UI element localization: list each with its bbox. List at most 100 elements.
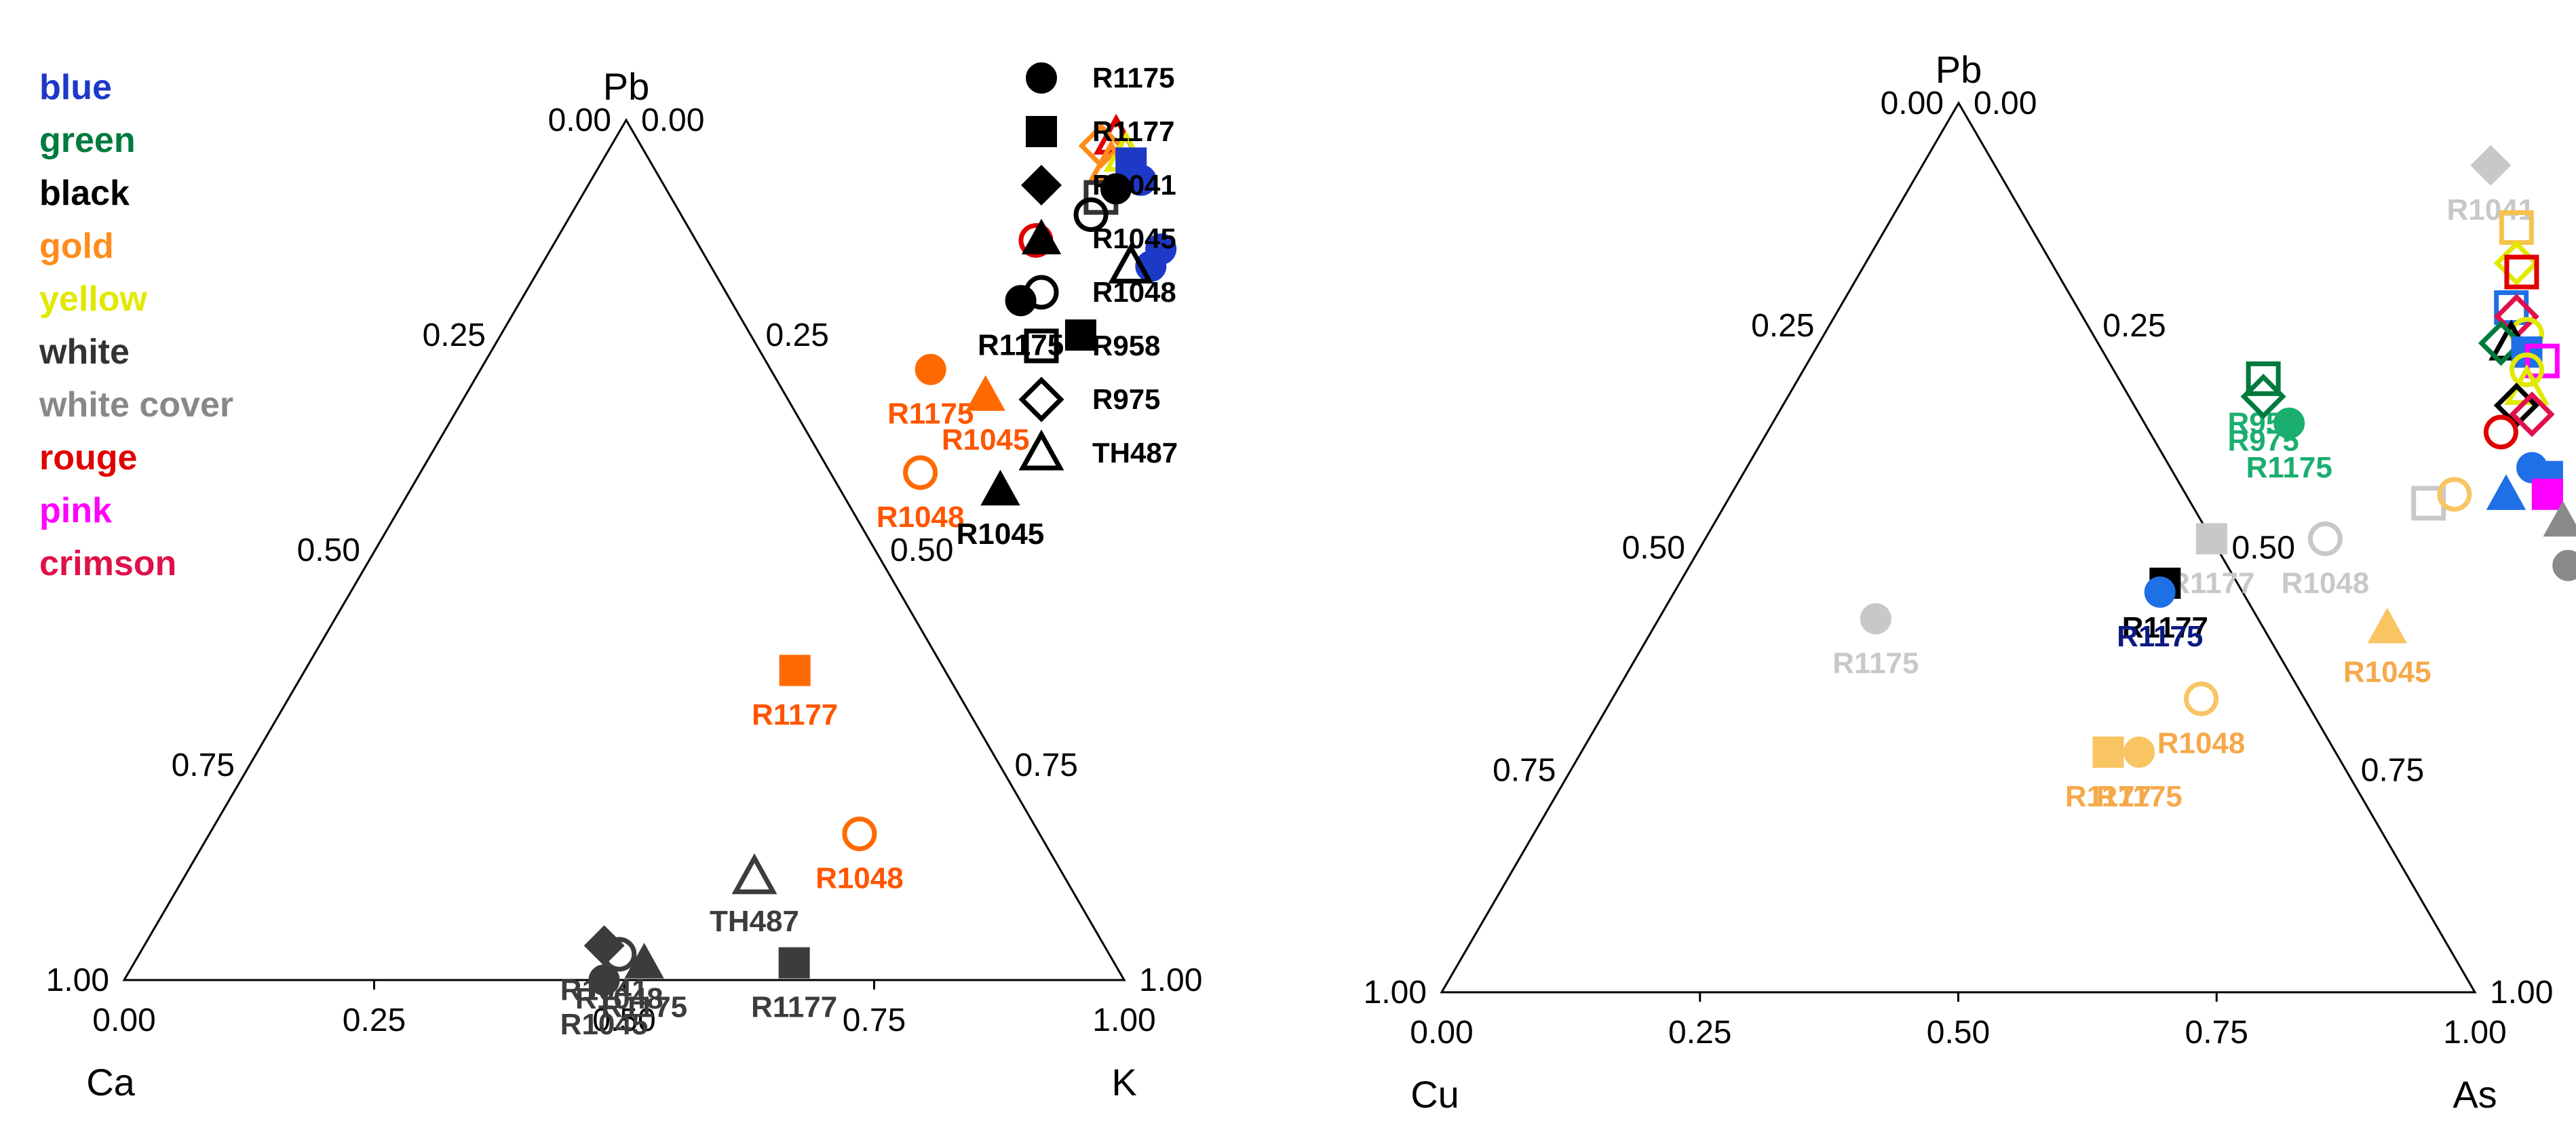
bottom-tick-label: 0.00 (92, 1002, 155, 1038)
color-legend-entry: pink (39, 491, 112, 530)
point-label: R1177 (752, 699, 838, 732)
color-legend-entry: gold (39, 227, 114, 266)
data-point (588, 964, 620, 996)
data-point (2144, 576, 2176, 608)
data-point (2543, 501, 2576, 537)
data-point (624, 943, 664, 979)
right-tick-label: 0.75 (2361, 752, 2424, 788)
point-label: R1175 (2096, 780, 2183, 813)
ternary-plot-ca-pb-k: 0.00 0.25 0.50 0.75 1.00 1.00 0.75 0.50 0.25 0.00… (46, 65, 1203, 1103)
data-point (2510, 352, 2544, 387)
color-legend-entry: yellow (39, 279, 147, 319)
marker-legend-entry: TH487 (1018, 426, 1178, 480)
left-tick-label: 0.75 (1493, 752, 1556, 788)
legend-marker (1018, 429, 1064, 470)
point-label: R1048 (2157, 726, 2246, 760)
marker-legend-label: R958 (1092, 329, 1161, 361)
data-point (2307, 521, 2343, 556)
point-label: R1175 (2246, 451, 2332, 484)
data-point (1073, 197, 1109, 232)
vertex-label-top: Pb (1936, 48, 1982, 91)
legend-marker (1024, 275, 1059, 309)
marker-legend-entry: R1041 (1018, 158, 1178, 212)
data-point (1113, 148, 1159, 189)
data-point (2123, 737, 2155, 768)
marker-legend-entry: R1048 (1018, 265, 1178, 319)
data-point (2195, 523, 2227, 555)
triangle-icon (1021, 218, 1062, 254)
point-label: TH487 (710, 905, 799, 938)
data-point (2483, 414, 2518, 450)
circle-icon (1026, 62, 1057, 94)
data-point (1108, 242, 1154, 284)
color-legend-entry: crimson (39, 544, 177, 583)
point-label: R1048 (575, 982, 664, 1015)
right-tick-label: 0.75 (1015, 747, 1078, 783)
right-tick-label: 0.25 (2102, 308, 2166, 344)
vertex-label-left: Ca (86, 1061, 135, 1103)
data-point (2486, 474, 2526, 510)
vertex-label-right: K (1111, 1061, 1136, 1103)
point-label: R1045 (957, 517, 1045, 551)
data-point (2552, 549, 2576, 581)
square-icon (1026, 115, 1057, 147)
data-point (779, 654, 811, 686)
right-tick-label: 1.00 (1139, 962, 1202, 998)
left-tick-label: 1.00 (46, 962, 109, 998)
bottom-tick-label: 0.75 (2185, 1015, 2248, 1051)
point-label: R1175 (978, 328, 1064, 361)
marker-legend-label: R1045 (1092, 222, 1176, 254)
data-point (2573, 556, 2576, 575)
marker-legend-label: R1041 (1092, 168, 1176, 201)
data-point (2470, 144, 2512, 186)
data-point (2509, 391, 2555, 437)
data-point (2493, 240, 2539, 286)
color-legend-entry: blue (39, 68, 112, 107)
triangle-icon (1018, 429, 1064, 470)
bottom-tick-label: 0.25 (343, 1002, 406, 1038)
left-tick-label: 0.25 (423, 317, 486, 353)
marker-legend: R1175 R1177 R1041 R1045 R1048 R958 R975 TH487 (1018, 51, 1178, 480)
bottom-tick-label: 0.00 (1410, 1015, 1473, 1051)
point-label: R1177 (751, 991, 837, 1024)
legend-marker (1024, 328, 1059, 363)
color-legend-entry: white cover (39, 385, 234, 425)
legend-marker (1026, 62, 1057, 94)
color-legend-entry: black (39, 174, 130, 213)
data-point (2246, 361, 2281, 396)
marker-legend-entry: R1177 (1018, 104, 1178, 158)
point-label: R1041 (2446, 193, 2535, 227)
left-tick-label: 1.00 (1364, 975, 1427, 1011)
data-point (2367, 607, 2407, 644)
square-icon (1024, 328, 1059, 363)
left-tick-label: 0.50 (297, 532, 360, 568)
point-label: R1048 (2282, 566, 2370, 600)
data-point (731, 853, 777, 895)
data-point (1064, 319, 1096, 351)
left-tick-label: 0.75 (172, 747, 235, 783)
left-tick-label: 0.50 (1622, 530, 1685, 566)
legend-marker (1026, 115, 1057, 147)
legend-marker (1021, 218, 1062, 254)
color-legend: blue green black gold yellow white white cover… (39, 61, 233, 590)
bottom-tick-label: 0.25 (1668, 1015, 1731, 1051)
color-legend-entry: white (39, 332, 130, 372)
bottom-tick-label: 0.50 (1927, 1015, 1990, 1051)
marker-legend-entry: R1175 (1018, 51, 1178, 104)
point-label: R1177 (2122, 611, 2208, 644)
right-tick-label: 0.50 (890, 532, 953, 568)
data-point (602, 937, 637, 972)
marker-legend-label: R1177 (1092, 115, 1175, 147)
marker-legend-label: TH487 (1092, 436, 1178, 469)
data-point (778, 947, 810, 979)
data-point (1860, 603, 1891, 635)
data-point (1100, 173, 1132, 205)
marker-legend-entry: R1045 (1018, 212, 1178, 265)
data-point (2240, 374, 2286, 420)
left-tick-label: 0.00 (548, 102, 611, 138)
right-tick-label: 0.00 (1974, 85, 2037, 121)
bottom-tick-label: 1.00 (1092, 1002, 1155, 1038)
right-tick-label: 1.00 (2490, 975, 2553, 1011)
data-point (2504, 254, 2539, 290)
data-point (2437, 477, 2472, 512)
